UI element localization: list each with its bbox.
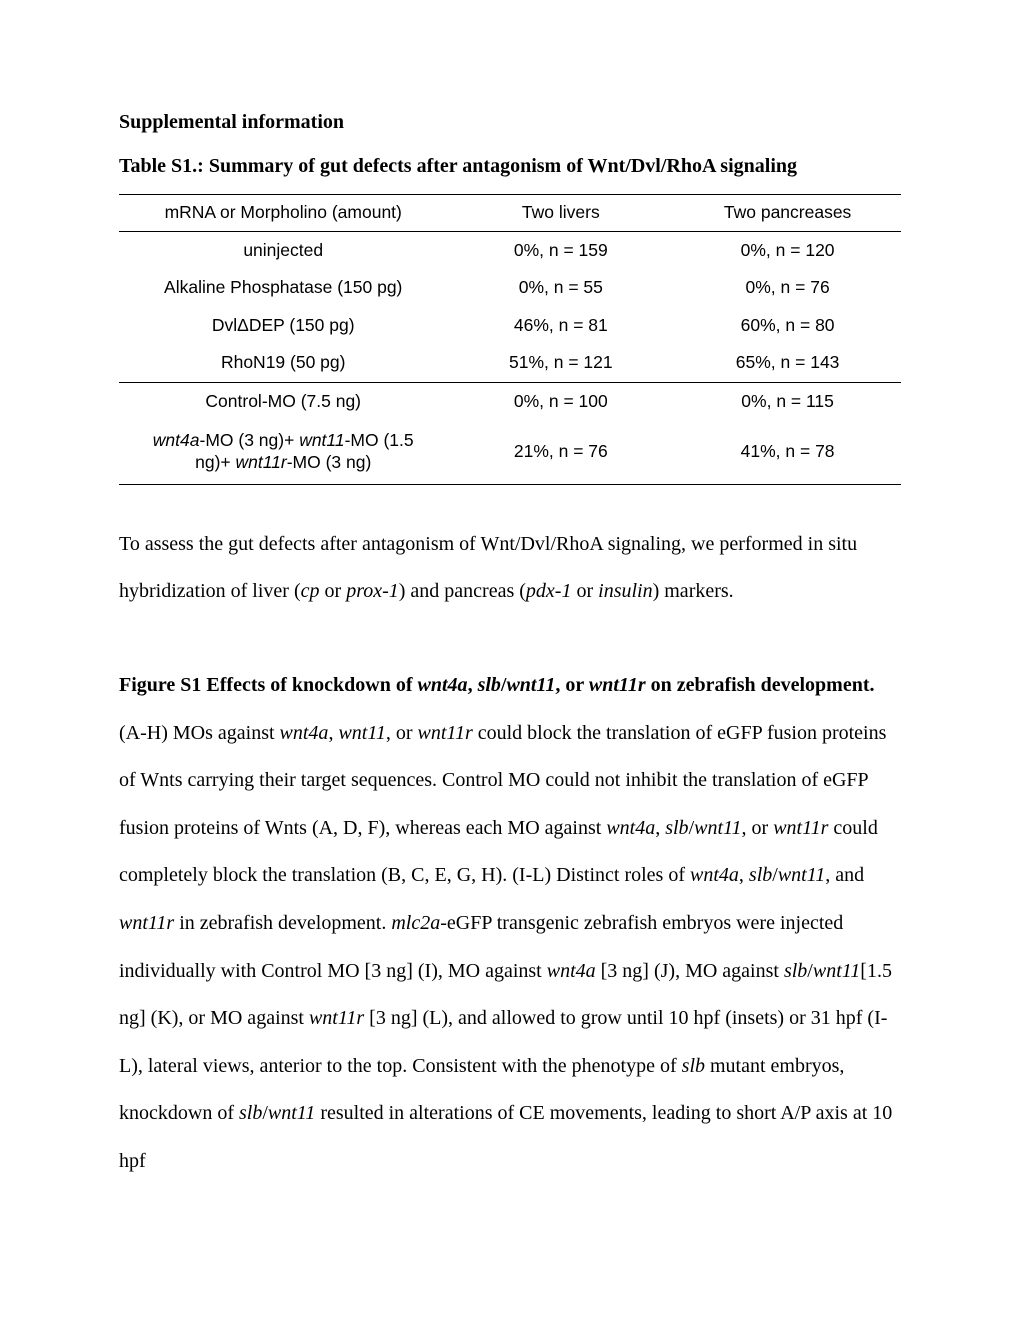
- cell-col3: 41%, n = 78: [674, 420, 901, 484]
- table-row: DvlΔDEP (150 pg)46%, n = 8160%, n = 80: [119, 307, 901, 345]
- section-heading: Supplemental information: [119, 112, 901, 132]
- col-header-3: Two pancreases: [674, 195, 901, 232]
- cell-col2: 0%, n = 100: [447, 382, 674, 420]
- cell-col1: Control-MO (7.5 ng): [119, 382, 447, 420]
- table-header-row: mRNA or Morpholino (amount) Two livers T…: [119, 195, 901, 232]
- cell-col1: RhoN19 (50 pg): [119, 344, 447, 382]
- cell-col1: wnt4a-MO (3 ng)+ wnt11-MO (1.5ng)+ wnt11…: [119, 420, 447, 484]
- table-row: Alkaline Phosphatase (150 pg)0%, n = 550…: [119, 269, 901, 307]
- cell-col3: 65%, n = 143: [674, 344, 901, 382]
- cell-col2: 21%, n = 76: [447, 420, 674, 484]
- cell-col2: 0%, n = 159: [447, 231, 674, 269]
- table-row: RhoN19 (50 pg)51%, n = 12165%, n = 143: [119, 344, 901, 382]
- table-row: uninjected0%, n = 1590%, n = 120: [119, 231, 901, 269]
- cell-col1: uninjected: [119, 231, 447, 269]
- cell-col1: DvlΔDEP (150 pg): [119, 307, 447, 345]
- table-caption: To assess the gut defects after antagoni…: [119, 521, 901, 616]
- cell-col3: 0%, n = 115: [674, 382, 901, 420]
- cell-col2: 51%, n = 121: [447, 344, 674, 382]
- figure-body: (A-H) MOs against wnt4a, wnt11, or wnt11…: [119, 710, 901, 1186]
- cell-col2: 46%, n = 81: [447, 307, 674, 345]
- cell-col3: 0%, n = 76: [674, 269, 901, 307]
- cell-col3: 0%, n = 120: [674, 231, 901, 269]
- col-header-1: mRNA or Morpholino (amount): [119, 195, 447, 232]
- cell-col3: 60%, n = 80: [674, 307, 901, 345]
- data-table: mRNA or Morpholino (amount) Two livers T…: [119, 194, 901, 485]
- figure-title: Figure S1 Effects of knockdown of wnt4a,…: [119, 662, 901, 710]
- cell-col1: Alkaline Phosphatase (150 pg): [119, 269, 447, 307]
- table-row: wnt4a-MO (3 ng)+ wnt11-MO (1.5ng)+ wnt11…: [119, 420, 901, 484]
- table-row: Control-MO (7.5 ng)0%, n = 1000%, n = 11…: [119, 382, 901, 420]
- table-title: Table S1.: Summary of gut defects after …: [119, 156, 901, 176]
- cell-col2: 0%, n = 55: [447, 269, 674, 307]
- col-header-2: Two livers: [447, 195, 674, 232]
